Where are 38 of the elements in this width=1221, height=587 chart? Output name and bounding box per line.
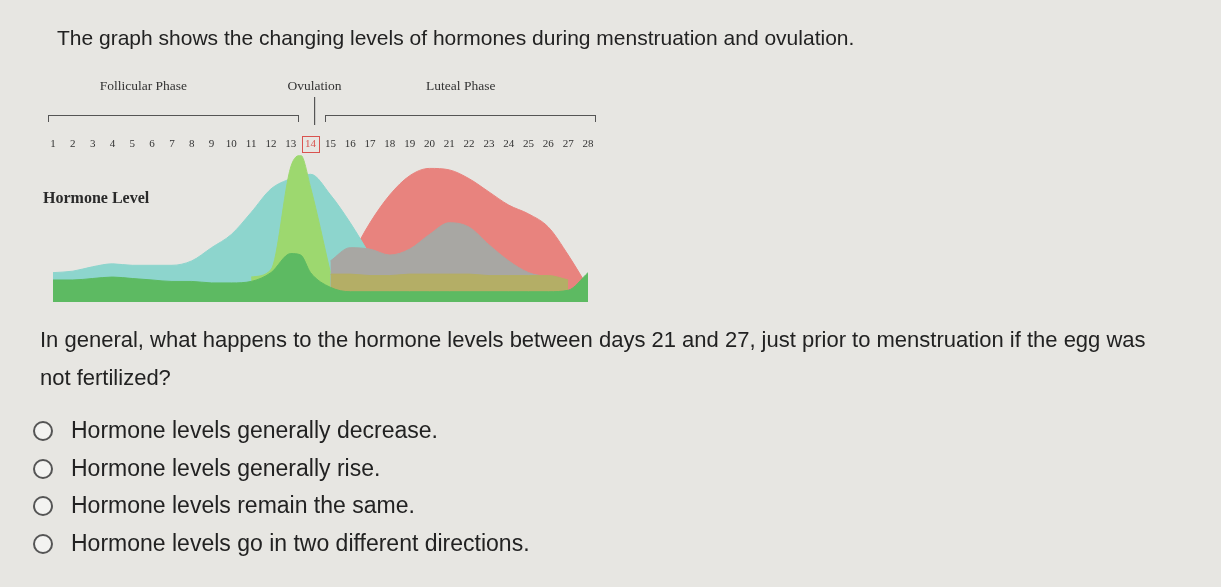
x-tick-label: 21 [443, 137, 455, 150]
y-axis-title: Hormone Level [43, 189, 150, 207]
x-tick-label: 15 [324, 137, 337, 150]
x-tick-label: 23 [483, 137, 495, 150]
x-tick-label: 28 [582, 137, 594, 150]
x-tick-label: 27 [562, 137, 575, 150]
x-tick-label: 24 [503, 137, 515, 150]
ref-line-label: Ovulation [287, 77, 342, 93]
x-tick-label: 1 [50, 137, 56, 150]
x-tick-label: 17 [364, 137, 377, 150]
x-tick-label: 11 [245, 137, 257, 150]
x-tick-label: 20 [423, 137, 436, 150]
x-tick-label: 3 [89, 137, 96, 150]
x-tick-label: 18 [384, 137, 396, 150]
text: Hormone levels generally decrease. [71, 417, 438, 443]
text: In general, what happens to the hormone levels between days 21 and 27, just prior to menstruation if the egg was not fertilized? [40, 326, 1147, 392]
x-tick-label: 4 [109, 137, 116, 150]
text: Hormone levels remain the same. [71, 492, 415, 519]
x-tick-label: 2 [70, 137, 76, 150]
text: Luteal Phase [426, 77, 496, 93]
x-tick-label: 16 [344, 137, 357, 150]
x-tick-label: 5 [129, 137, 136, 150]
x-tick-label: 19 [404, 137, 416, 150]
text: Hormone levels generally rise. [71, 454, 381, 481]
x-tick-label: 26 [542, 137, 555, 150]
text: Hormone levels go in two different directions. [71, 530, 530, 557]
x-tick-label: 10 [225, 137, 238, 150]
text: Follicular Phase [99, 77, 188, 93]
x-tick-label: 25 [523, 137, 535, 150]
chart-title: The graph shows the changing levels of hormones during menstruation and ovulation. [57, 26, 855, 50]
x-tick-label: 13 [285, 137, 297, 150]
x-tick-label: 14 [305, 137, 317, 150]
x-tick-label: 9 [208, 137, 215, 150]
x-tick-label: 12 [265, 137, 277, 150]
x-tick-label: 8 [188, 137, 195, 150]
x-tick-label: 6 [149, 137, 156, 150]
x-tick-label: 7 [169, 137, 176, 150]
x-tick-label: 22 [463, 137, 475, 150]
